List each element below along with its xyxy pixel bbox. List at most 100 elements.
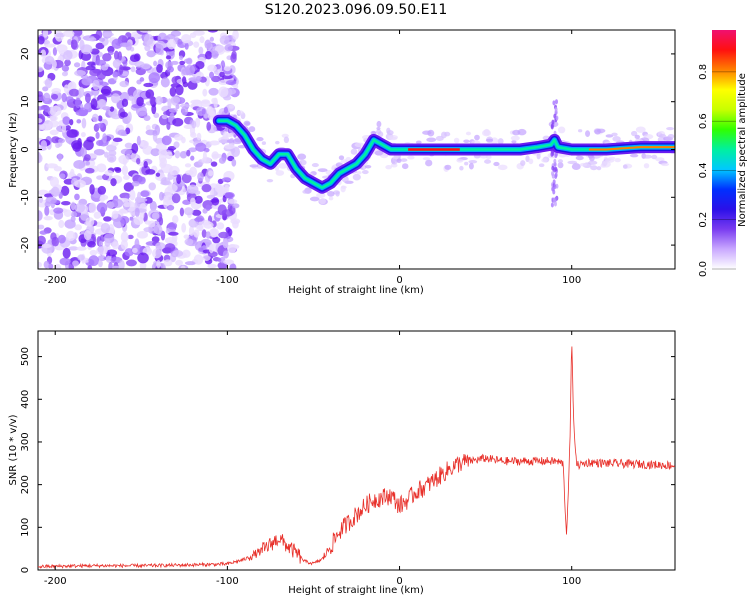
noise-blob <box>121 165 129 176</box>
halo-blob <box>635 126 646 133</box>
halo-blob <box>474 134 480 141</box>
noise-blob <box>88 255 100 267</box>
noise-blob <box>131 142 139 154</box>
noise-blob <box>172 117 184 127</box>
noise-blob <box>110 178 117 187</box>
noise-blob <box>112 241 119 250</box>
noise-blob <box>216 222 225 230</box>
noise-blob <box>181 223 187 233</box>
noise-blob <box>121 98 129 107</box>
noise-blob <box>136 231 149 239</box>
noise-blob <box>159 157 168 167</box>
noise-blob <box>134 238 140 250</box>
noise-blob <box>110 256 123 264</box>
noise-blob <box>143 160 148 169</box>
noise-blob <box>119 80 130 88</box>
noise-blob <box>96 70 106 81</box>
noise-blob <box>166 121 171 131</box>
halo-blob <box>517 128 527 136</box>
noise-blob <box>156 260 161 269</box>
noise-blob <box>39 123 52 131</box>
halo-blob <box>356 171 362 175</box>
noise-blob <box>230 53 237 63</box>
noise-blob <box>232 83 239 90</box>
noise-blob <box>89 184 95 195</box>
halo-blob <box>538 163 545 168</box>
noise-blob <box>70 201 76 211</box>
halo-blob <box>317 168 328 173</box>
noise-blob <box>166 66 175 73</box>
halo-blob <box>278 162 288 169</box>
noise-blob <box>90 48 100 55</box>
noise-blob <box>232 220 239 229</box>
noise-blob <box>142 145 154 155</box>
noise-blob <box>74 202 86 213</box>
noise-blob <box>92 79 100 91</box>
spectrogram-y-axis-label: Frequency (Hz) <box>8 112 19 188</box>
noise-blob <box>104 170 114 176</box>
halo-blob <box>391 159 398 165</box>
noise-blob <box>62 30 75 38</box>
noise-blob <box>219 71 225 78</box>
artifact-blob <box>550 123 554 129</box>
noise-blob <box>122 175 130 180</box>
halo-blob <box>374 150 384 156</box>
noise-blob <box>134 207 140 218</box>
artifact-blob <box>552 100 556 106</box>
noise-blob <box>155 242 166 250</box>
halo-blob <box>302 189 309 194</box>
halo-blob <box>485 138 494 142</box>
noise-blob <box>127 111 132 122</box>
noise-blob <box>151 104 157 115</box>
noise-blob <box>62 247 71 259</box>
noise-blob <box>73 159 86 169</box>
noise-blob <box>95 131 100 140</box>
halo-blob <box>590 165 598 171</box>
noise-blob <box>208 243 214 254</box>
noise-blob <box>184 238 194 246</box>
noise-blob <box>223 65 231 72</box>
noise-blob <box>221 177 232 183</box>
spectrogram-y-tick-label: 10 <box>20 95 31 108</box>
noise-blob <box>91 113 99 123</box>
noise-blob <box>57 153 63 162</box>
noise-blob <box>179 60 185 65</box>
halo-blob <box>396 158 402 164</box>
noise-blob <box>155 96 163 105</box>
halo-blob <box>422 130 432 135</box>
halo-blob <box>577 129 583 133</box>
snr-y-tick-label: 100 <box>20 518 31 537</box>
halo-blob <box>557 162 564 169</box>
noise-blob <box>169 86 177 97</box>
snr-layer <box>38 346 675 570</box>
noise-blob <box>70 168 75 177</box>
noise-blob <box>143 34 154 46</box>
halo-blob <box>400 158 408 162</box>
noise-blob <box>75 109 88 117</box>
noise-blob <box>175 104 180 110</box>
noise-blob <box>87 265 93 269</box>
noise-blob <box>125 259 137 267</box>
artifact-blob <box>555 115 559 121</box>
noise-blob <box>183 207 194 216</box>
noise-blob <box>96 246 108 255</box>
noise-blob <box>208 111 215 117</box>
halo-blob <box>622 164 628 169</box>
halo-blob <box>362 170 369 175</box>
noise-blob <box>225 226 231 233</box>
noise-blob <box>89 249 98 256</box>
noise-blob <box>202 88 208 97</box>
spectrogram-y-tick-label: 20 <box>20 48 31 61</box>
noise-blob <box>169 112 175 119</box>
noise-blob <box>153 224 163 235</box>
halo-blob <box>364 164 372 169</box>
noise-blob <box>68 246 79 251</box>
halo-blob <box>261 141 267 146</box>
noise-blob <box>117 129 127 136</box>
artifact-blob <box>552 197 556 203</box>
halo-blob <box>528 158 534 165</box>
colorbar-tick-label: 0.4 <box>698 162 709 178</box>
halo-blob <box>229 132 235 136</box>
noise-blob <box>96 175 104 180</box>
halo-blob <box>594 128 601 135</box>
